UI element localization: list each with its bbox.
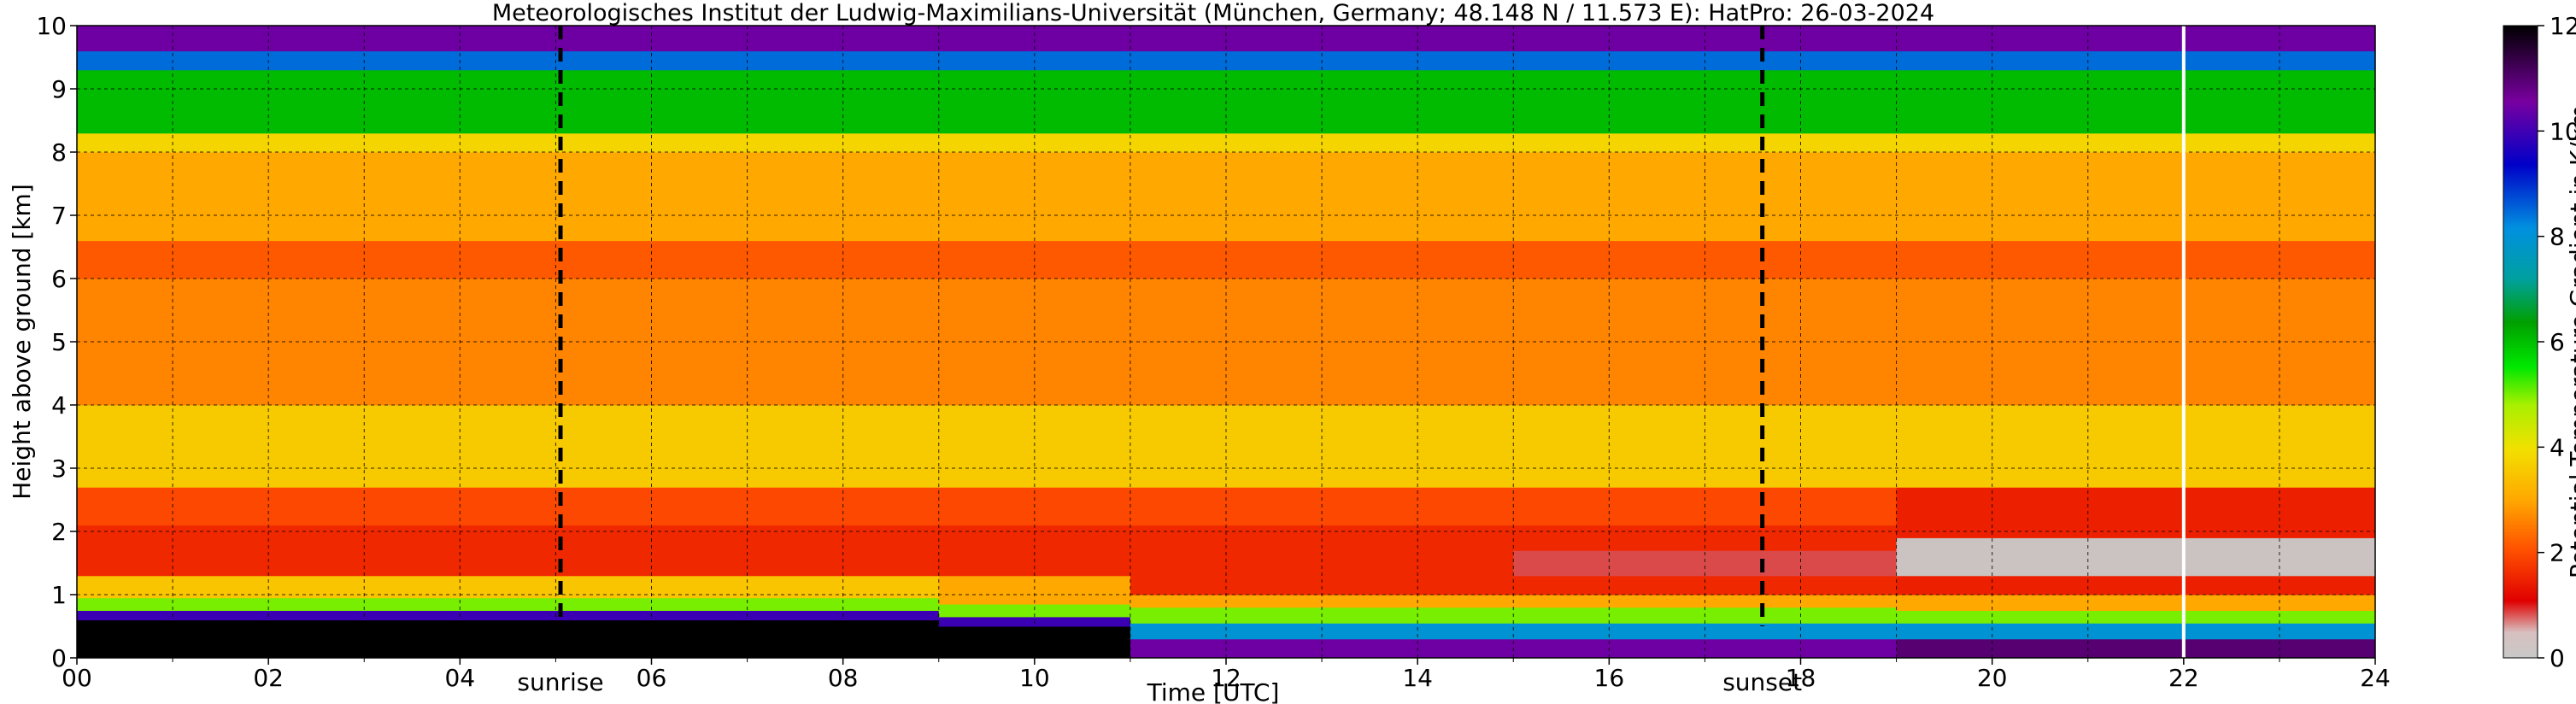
x-tick-label: 16 (1594, 664, 1625, 692)
y-tick-label: 5 (51, 328, 67, 356)
heatmap-cell (1896, 623, 2376, 640)
colorbar-tick-label: 10 (2550, 117, 2576, 145)
event-label: sunset (1722, 668, 1802, 696)
heatmap-cell (651, 26, 940, 52)
heatmap-cell (1896, 537, 2376, 577)
event-labels: sunrise sunset (517, 668, 1802, 696)
event-markers (558, 26, 2186, 658)
colorbar-tick-label: 12 (2550, 12, 2576, 40)
heatmap-cell (651, 69, 940, 134)
heatmap-cell (1896, 610, 2376, 624)
heatmap-cell (1896, 638, 2376, 659)
x-tick-label: 10 (1019, 664, 1050, 692)
x-tick-label: 20 (1977, 664, 2008, 692)
y-tick-label: 2 (51, 518, 67, 546)
x-axis-label: Time [UTC] (1147, 678, 1280, 704)
x-tick-label: 02 (253, 664, 284, 692)
heatmap-cell (651, 619, 940, 659)
x-tick-label: 08 (828, 664, 859, 692)
chart-title: Meteorologisches Institut der Ludwig-Max… (492, 0, 1934, 26)
heatmap-cell (938, 604, 1131, 618)
heatmap-cell (651, 132, 940, 153)
y-tick-label: 0 (51, 644, 67, 672)
y-tick-label: 3 (51, 455, 67, 483)
heatmap-cell (1896, 240, 2376, 279)
x-tick-label: 24 (2360, 664, 2391, 692)
y-axis-ticks: 0 1 2 3 4 5 6 7 8 9 10 (36, 12, 77, 672)
y-tick-label: 9 (51, 75, 67, 103)
heatmap-cell (1896, 575, 2376, 595)
heatmap-cell (1896, 132, 2376, 153)
plot-area (76, 25, 2376, 659)
heatmap-cell (651, 152, 940, 242)
colorbar-ticks: 0 2 4 6 8 10 12 (2538, 12, 2576, 672)
y-tick-label: 6 (51, 265, 67, 293)
heatmap-cell (1513, 405, 1898, 488)
heatmap-cell (1130, 405, 1514, 488)
colorbar-gradient (2503, 25, 2538, 659)
heatmap-cell (651, 597, 940, 611)
y-tick-label: 10 (36, 12, 67, 40)
y-tick-label: 1 (51, 581, 67, 609)
heatmap-cell (77, 619, 652, 659)
x-tick-label: 00 (62, 664, 92, 692)
y-axis-label: Height above ground [km] (8, 184, 36, 500)
x-tick-label: 06 (637, 664, 667, 692)
heatmap-cell (1896, 405, 2376, 488)
heatmap-cell (1896, 487, 2376, 538)
heatmap-cell (1513, 575, 1898, 595)
heatmap-cell (651, 240, 940, 279)
y-tick-label: 7 (51, 202, 67, 230)
colorbar-tick-label: 4 (2550, 433, 2565, 461)
heatmap-cell (1896, 152, 2376, 242)
heatmap-cell (77, 597, 652, 611)
heatmap-cell (1896, 595, 2376, 611)
colorbar-label: Potential Temperature Gradient in K/km (2565, 105, 2576, 578)
heatmap-cell (77, 405, 652, 488)
x-tick-label: 12 (1211, 664, 1241, 692)
heatmap-cell (1896, 50, 2376, 71)
y-tick-label: 8 (51, 138, 67, 167)
heatmap-cell (651, 487, 940, 526)
heatmap-cell (651, 405, 940, 488)
event-label: sunrise (517, 668, 603, 696)
heatmap-cell (1896, 26, 2376, 52)
colorbar-tick-label: 8 (2550, 223, 2565, 251)
x-tick-label: 18 (1786, 664, 1816, 692)
colorbar: 0 2 4 6 8 10 12 Potential Temperature Gradient… (2503, 12, 2576, 672)
x-axis-ticks: 00 02 04 06 08 10 12 14 16 18 20 22 24 (62, 658, 2391, 692)
heatmap-cell (651, 525, 940, 577)
colorbar-tick-label: 0 (2550, 644, 2565, 672)
heatmap-cell (938, 405, 1131, 488)
heatmap-cell (651, 610, 940, 621)
y-tick-label: 4 (51, 391, 67, 419)
colorbar-tick-label: 2 (2550, 539, 2565, 567)
heatmap-cell (651, 50, 940, 71)
x-tick-label: 22 (2168, 664, 2199, 692)
x-tick-label: 04 (445, 664, 476, 692)
colorbar-tick-label: 6 (2550, 328, 2565, 356)
heatmap-cell (1896, 69, 2376, 134)
x-tick-label: 14 (1402, 664, 1433, 692)
